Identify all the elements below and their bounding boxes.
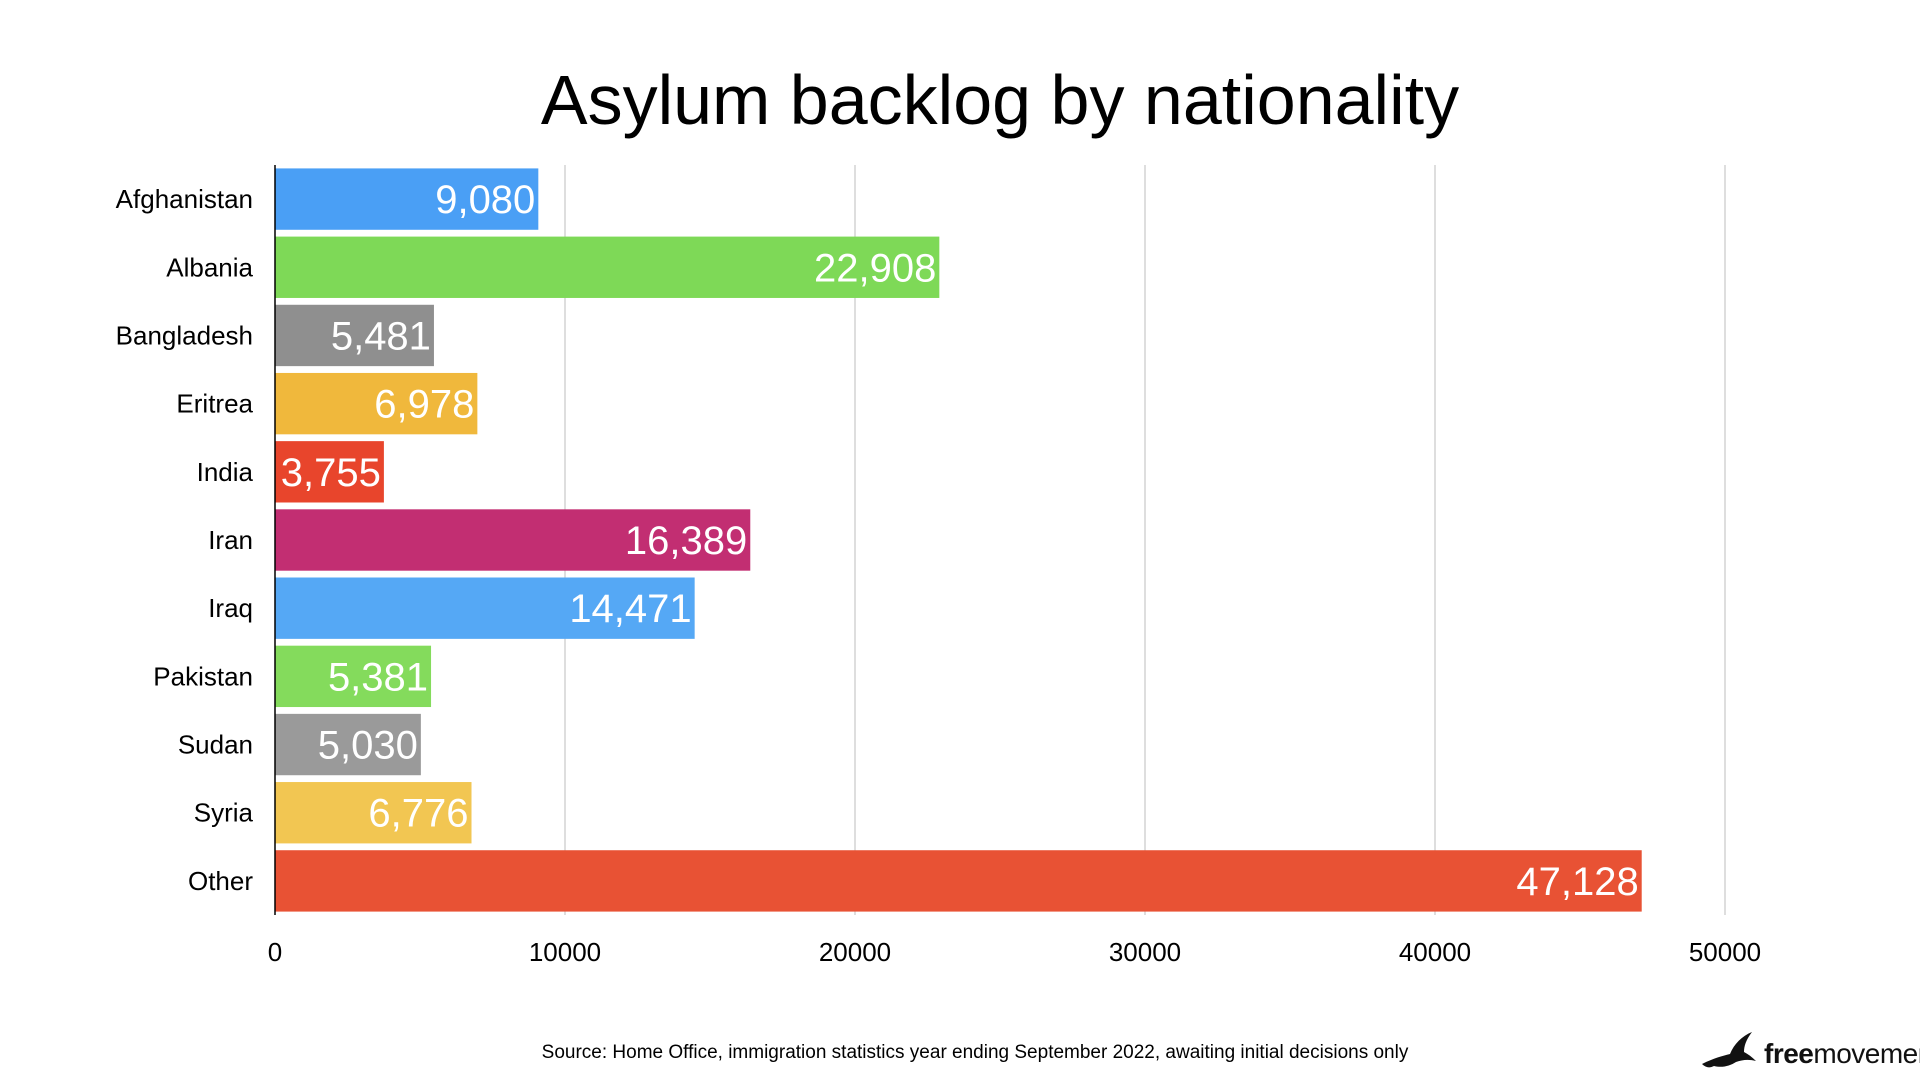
- bar-value-label: 16,389: [625, 519, 747, 563]
- bar: [275, 850, 1642, 912]
- bar-value-label: 9,080: [435, 178, 535, 222]
- bar: [275, 577, 695, 639]
- bird-icon: [1702, 1032, 1756, 1068]
- x-tick-label: 20000: [819, 937, 891, 967]
- category-label: Afghanistan: [116, 184, 253, 214]
- source-note: Source: Home Office, immigration statist…: [541, 1042, 1409, 1063]
- bar: [275, 304, 434, 367]
- bar-value-label: 5,030: [318, 724, 418, 768]
- bar-value-label: 22,908: [814, 246, 936, 290]
- bar: [275, 713, 421, 776]
- category-label: Iraq: [208, 593, 253, 623]
- category-label: Sudan: [178, 730, 253, 760]
- chart-title: Asylum backlog by nationality: [540, 61, 1460, 139]
- category-label: Bangladesh: [116, 320, 253, 350]
- bar-value-label: 6,978: [374, 383, 474, 427]
- logo-text: freemovement: [1764, 1038, 1920, 1070]
- bar: [275, 441, 384, 503]
- category-label: India: [197, 457, 254, 487]
- logo-text-regular: movement: [1813, 1038, 1920, 1069]
- category-label: Other: [188, 866, 253, 896]
- x-tick-label: 40000: [1399, 937, 1471, 967]
- bar-value-label: 6,776: [368, 792, 468, 836]
- bar: [275, 372, 478, 435]
- bar: [275, 168, 539, 230]
- x-tick-label: 0: [268, 937, 282, 967]
- bar: [275, 509, 751, 571]
- category-label: Albania: [166, 252, 253, 282]
- bar-value-label: 47,128: [1516, 860, 1638, 904]
- bars: 9,080 22,908 5,481 6,978 3,755 16,389 14,471 5,…: [275, 168, 1642, 912]
- bar-value-label: 14,471: [569, 587, 691, 631]
- bar-value-label: 5,481: [331, 314, 431, 358]
- bar: [275, 645, 432, 708]
- bar: [275, 782, 472, 844]
- category-label: Syria: [194, 798, 254, 828]
- category-label: Iran: [208, 525, 253, 555]
- axes: 0 10000 20000 30000 40000 50000 Afghanistan Alb…: [116, 165, 1761, 967]
- category-label: Pakistan: [153, 661, 253, 691]
- freemovement-logo: freemovement: [1700, 1030, 1920, 1070]
- logo-text-bold: free: [1764, 1038, 1814, 1069]
- x-tick-label: 10000: [529, 937, 601, 967]
- x-tick-label: 50000: [1689, 937, 1761, 967]
- bar: [275, 236, 940, 298]
- x-tick-label: 30000: [1109, 937, 1181, 967]
- category-label: Eritrea: [176, 389, 253, 419]
- bar-value-label: 3,755: [281, 451, 381, 495]
- bar-value-label: 5,381: [328, 655, 428, 699]
